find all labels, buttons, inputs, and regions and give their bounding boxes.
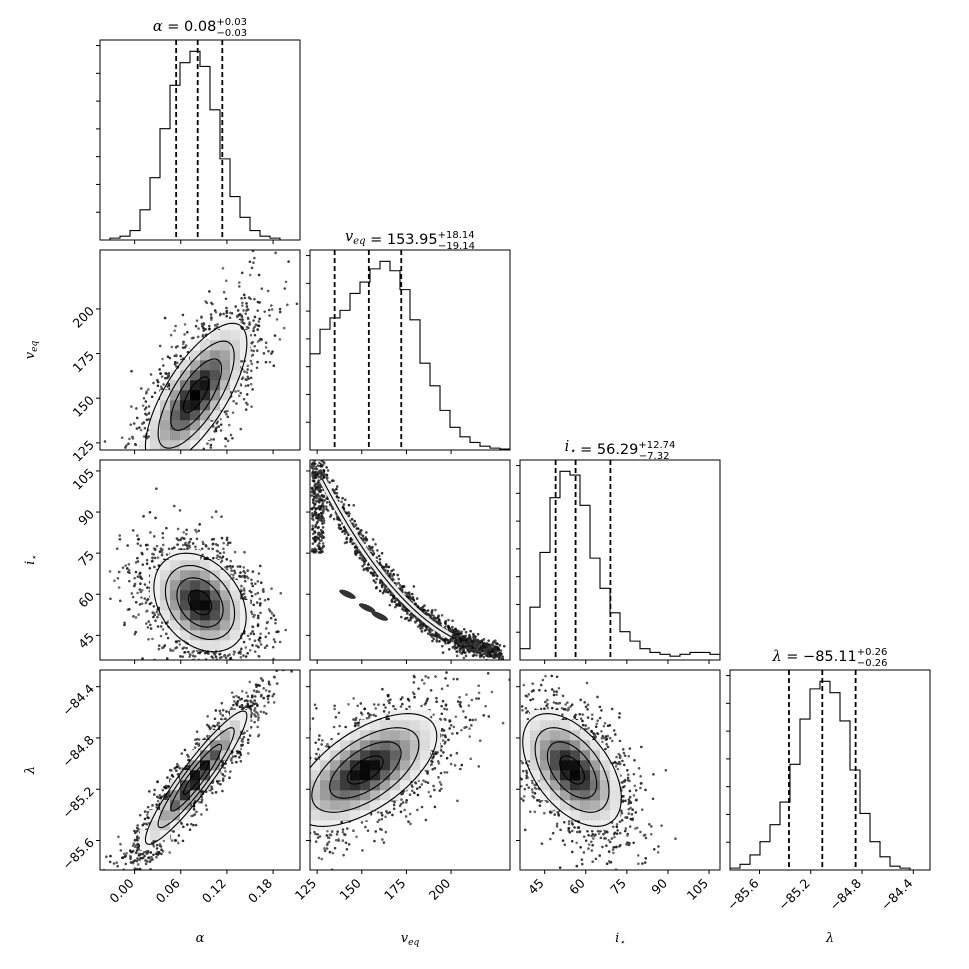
y-axis-label-veq: veq <box>23 341 40 360</box>
x-tick-label-alpha: 0.18 <box>245 875 275 905</box>
hist-series-veq <box>310 260 510 450</box>
x-tick-label-alpha: 0.06 <box>153 875 183 905</box>
y-tick-label-istar: 60 <box>75 589 97 611</box>
y-tick-label-lambda: −84.4 <box>59 681 97 719</box>
density-cells <box>310 710 441 831</box>
y-tick-label-istar: 45 <box>75 630 97 652</box>
y-tick-label-veq: 200 <box>69 303 97 331</box>
x-tick-label-istar: 45 <box>525 876 547 898</box>
contours <box>153 552 247 653</box>
x-tick-label-lambda: −84.8 <box>826 875 864 913</box>
panel-title-alpha: α = 0.08+0.03 −0.03 <box>153 17 247 39</box>
x-tick-label-istar: 90 <box>648 875 670 897</box>
density-cells <box>140 320 251 450</box>
x-axis-label-veq: veq <box>401 931 420 948</box>
panel-title-istar: i⋆ = 56.29+12.74 −7.32 <box>565 439 676 462</box>
scatter-points <box>310 460 506 660</box>
panel-title-lambda: λ = −85.11+0.26 −0.26 <box>771 647 887 669</box>
y-tick-label-istar: 105 <box>69 465 96 492</box>
density-cells <box>150 550 251 651</box>
x-tick-label-lambda: −85.6 <box>724 875 762 913</box>
scatter-frame <box>99 249 301 451</box>
scatter-frame <box>309 669 511 871</box>
y-tick-label-istar: 75 <box>75 547 97 569</box>
scatter-frame <box>99 669 301 871</box>
scatter-panel-istar-lambda <box>516 669 721 874</box>
hist-panel-alpha <box>96 39 301 244</box>
x-axis-label-alpha: α <box>196 931 205 946</box>
hist-series-istar <box>520 470 720 660</box>
y-tick-label-lambda: −84.8 <box>59 732 97 770</box>
y-tick-label-istar: 90 <box>75 506 97 528</box>
hist-frame-istar <box>519 459 721 661</box>
hist-panel-lambda <box>726 669 931 874</box>
scatter-panel-alpha-veq <box>96 249 301 454</box>
hist-frame-lambda <box>729 669 931 871</box>
hist-panel-veq <box>306 249 511 454</box>
x-tick-label-alpha: 0.00 <box>106 875 136 905</box>
hist-panel-istar <box>516 459 721 664</box>
x-tick-label-istar: 60 <box>566 875 588 897</box>
scatter-frame <box>309 459 511 661</box>
scatter-panel-alpha-lambda <box>96 669 301 874</box>
scatter-frame <box>519 669 721 871</box>
x-tick-label-istar: 105 <box>684 876 711 903</box>
y-axis-label-istar: i⋆ <box>23 555 40 565</box>
x-tick-label-alpha: 0.12 <box>199 876 229 906</box>
y-tick-label-veq: 150 <box>69 393 97 421</box>
contours <box>310 713 438 827</box>
scatter-panel-veq-lambda <box>306 669 511 874</box>
hist-series-alpha <box>100 50 300 240</box>
hist-frame-veq <box>309 249 511 451</box>
y-tick-label-veq: 175 <box>69 348 96 375</box>
x-tick-label-veq: 175 <box>381 876 408 903</box>
x-tick-label-lambda: −85.2 <box>775 876 813 914</box>
panel-title-veq: veq = 153.95+18.14 −19.14 <box>345 229 475 252</box>
x-axis-label-istar: i⋆ <box>615 931 625 948</box>
scatter-frame <box>99 459 301 661</box>
x-tick-label-veq: 150 <box>336 875 364 903</box>
hist-frame-alpha <box>99 39 301 241</box>
contours <box>144 710 248 845</box>
y-tick-label-lambda: −85.6 <box>59 835 97 873</box>
x-tick-label-veq: 125 <box>292 876 319 903</box>
scatter-panel-alpha-istar <box>96 459 301 664</box>
y-axis-label-lambda: λ <box>23 766 38 775</box>
x-tick-label-lambda: −84.4 <box>878 875 916 913</box>
x-tick-label-istar: 75 <box>607 876 629 898</box>
panels-layer <box>96 39 931 874</box>
contours <box>144 322 248 450</box>
y-tick-label-lambda: −85.2 <box>59 784 97 822</box>
hist-series-lambda <box>730 680 930 870</box>
scatter-panel-veq-istar <box>306 459 511 664</box>
x-tick-label-veq: 200 <box>426 875 454 903</box>
y-tick-label-veq: 125 <box>69 437 96 464</box>
contours <box>522 713 622 827</box>
x-axis-label-lambda: λ <box>825 931 834 946</box>
